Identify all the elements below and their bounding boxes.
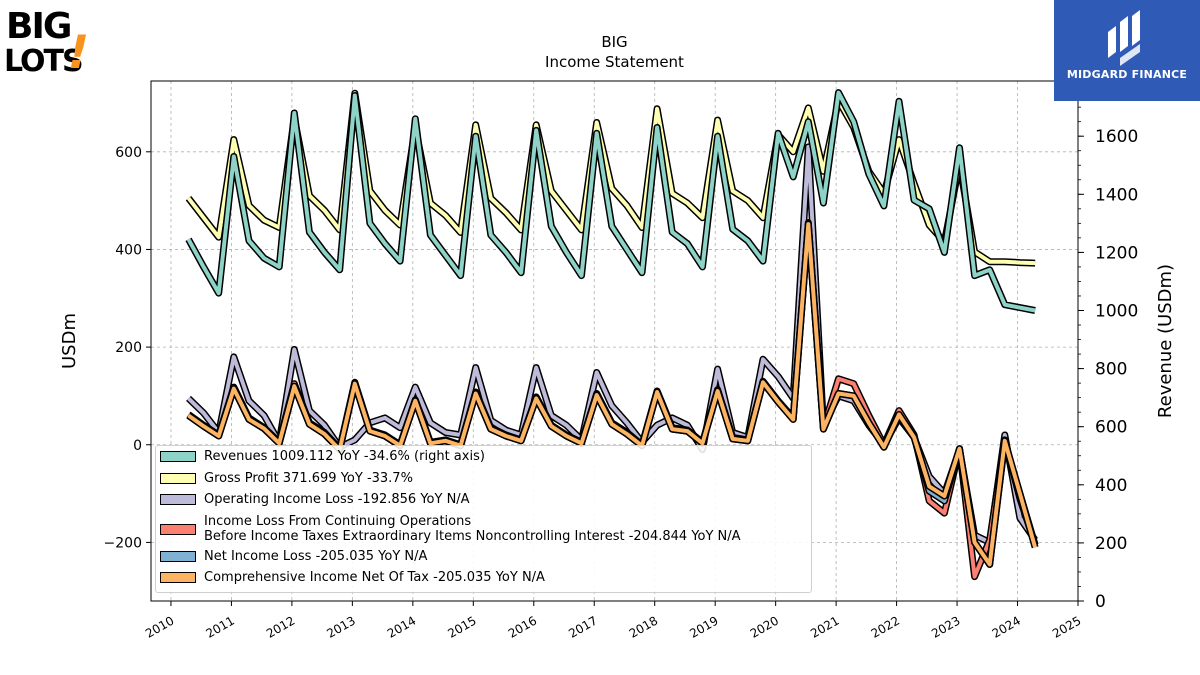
legend-label-comprehensive-income: Comprehensive Income Net Of Tax -205.035… xyxy=(204,570,545,585)
legend-label-pretax-income: Income Loss From Continuing Operations B… xyxy=(204,513,741,545)
chart-subtitle: Income Statement xyxy=(545,53,684,71)
x-tick-label: 2014 xyxy=(385,613,418,640)
y-tick-label-right: 200 xyxy=(1095,534,1127,554)
x-tick-label: 2018 xyxy=(627,613,660,640)
plot-frame xyxy=(150,80,1079,602)
x-tick-label: 2019 xyxy=(687,613,720,640)
y-tick-label-right: 1400 xyxy=(1095,185,1138,205)
legend-item-comprehensive-income: Comprehensive Income Net Of Tax -205.035… xyxy=(160,570,805,586)
midgard-finance-badge: MIDGARD FINANCE xyxy=(1054,0,1200,101)
y-tick-label-right: 600 xyxy=(1095,418,1127,438)
x-tick-label: 2025 xyxy=(1050,613,1083,640)
series-line-revenues xyxy=(186,90,1036,313)
y-tick-label-left: 0 xyxy=(133,438,142,454)
y-axis-label-left: USDm xyxy=(59,313,80,369)
legend-item-pretax-income: Income Loss From Continuing Operations B… xyxy=(160,514,805,545)
y-tick-label-right: 1200 xyxy=(1095,243,1138,263)
x-tick-label: 2021 xyxy=(808,613,841,640)
y-tick-label-right: 800 xyxy=(1095,360,1127,380)
midgard-m-logo-icon xyxy=(1108,10,1140,66)
midgard-finance-label: MIDGARD FINANCE xyxy=(1066,68,1188,81)
legend-swatch-comprehensive-income xyxy=(160,572,196,584)
logo-big-text: BIG xyxy=(6,6,70,47)
x-tick-label: 2023 xyxy=(929,613,962,640)
x-tick-label: 2022 xyxy=(869,613,902,640)
y-axis-label-right: Revenue (USDm) xyxy=(1155,264,1176,418)
legend-label-operating-income: Operating Income Loss -192.856 YoY N/A xyxy=(204,492,470,507)
y-tick-label-left: 400 xyxy=(115,242,142,258)
x-tick-label: 2013 xyxy=(324,613,357,640)
x-tick-label: 2020 xyxy=(748,613,781,640)
y-tick-label-right: 1600 xyxy=(1095,127,1138,147)
y-tick-label-right: 1000 xyxy=(1095,301,1138,321)
legend-label-revenues: Revenues 1009.112 YoY -34.6% (right axis… xyxy=(204,449,485,464)
y-tick-label-right: 0 xyxy=(1095,592,1106,612)
legend-item-net-income: Net Income Loss -205.035 YoY N/A xyxy=(160,549,805,565)
series-lines xyxy=(185,89,1039,581)
chart-title: BIG xyxy=(601,33,627,51)
y-tick-label-right: 400 xyxy=(1095,476,1127,496)
legend-swatch-revenues xyxy=(160,451,196,463)
legend-label-net-income: Net Income Loss -205.035 YoY N/A xyxy=(204,548,428,564)
y-tick-label-left: 600 xyxy=(115,145,142,161)
legend-item-gross-profit: Gross Profit 371.699 YoY -33.7% xyxy=(160,471,805,487)
legend-swatch-net-income xyxy=(160,550,196,562)
legend-swatch-gross-profit xyxy=(160,472,196,484)
x-tick-label: 2015 xyxy=(445,613,478,640)
x-tick-label: 2012 xyxy=(264,613,297,640)
x-tick-label: 2017 xyxy=(566,613,599,640)
x-tick-label: 2024 xyxy=(990,613,1023,640)
y-tick-label-left: 200 xyxy=(115,340,142,356)
y-tick-label-left: −200 xyxy=(104,535,142,551)
x-tick-label: 2016 xyxy=(506,613,539,640)
series-line-comprehensive-income-net-of-tax xyxy=(187,222,1038,567)
legend-item-revenues: Revenues 1009.112 YoY -34.6% (right axis… xyxy=(160,449,805,465)
logo-lots-text: LOTS xyxy=(4,44,82,74)
legend-swatch-pretax-income xyxy=(160,523,196,535)
legend-label-gross-profit: Gross Profit 371.699 YoY -33.7% xyxy=(204,470,413,486)
x-tick-label: 2011 xyxy=(203,613,236,640)
legend-swatch-operating-income xyxy=(160,494,196,506)
legend-item-operating-income: Operating Income Loss -192.856 YoY N/A xyxy=(160,492,805,508)
x-tick-label: 2010 xyxy=(143,613,176,640)
big-lots-logo: BIG LOTS ! xyxy=(4,4,104,79)
chart-legend: Revenues 1009.112 YoY -34.6% (right axis… xyxy=(155,445,812,593)
